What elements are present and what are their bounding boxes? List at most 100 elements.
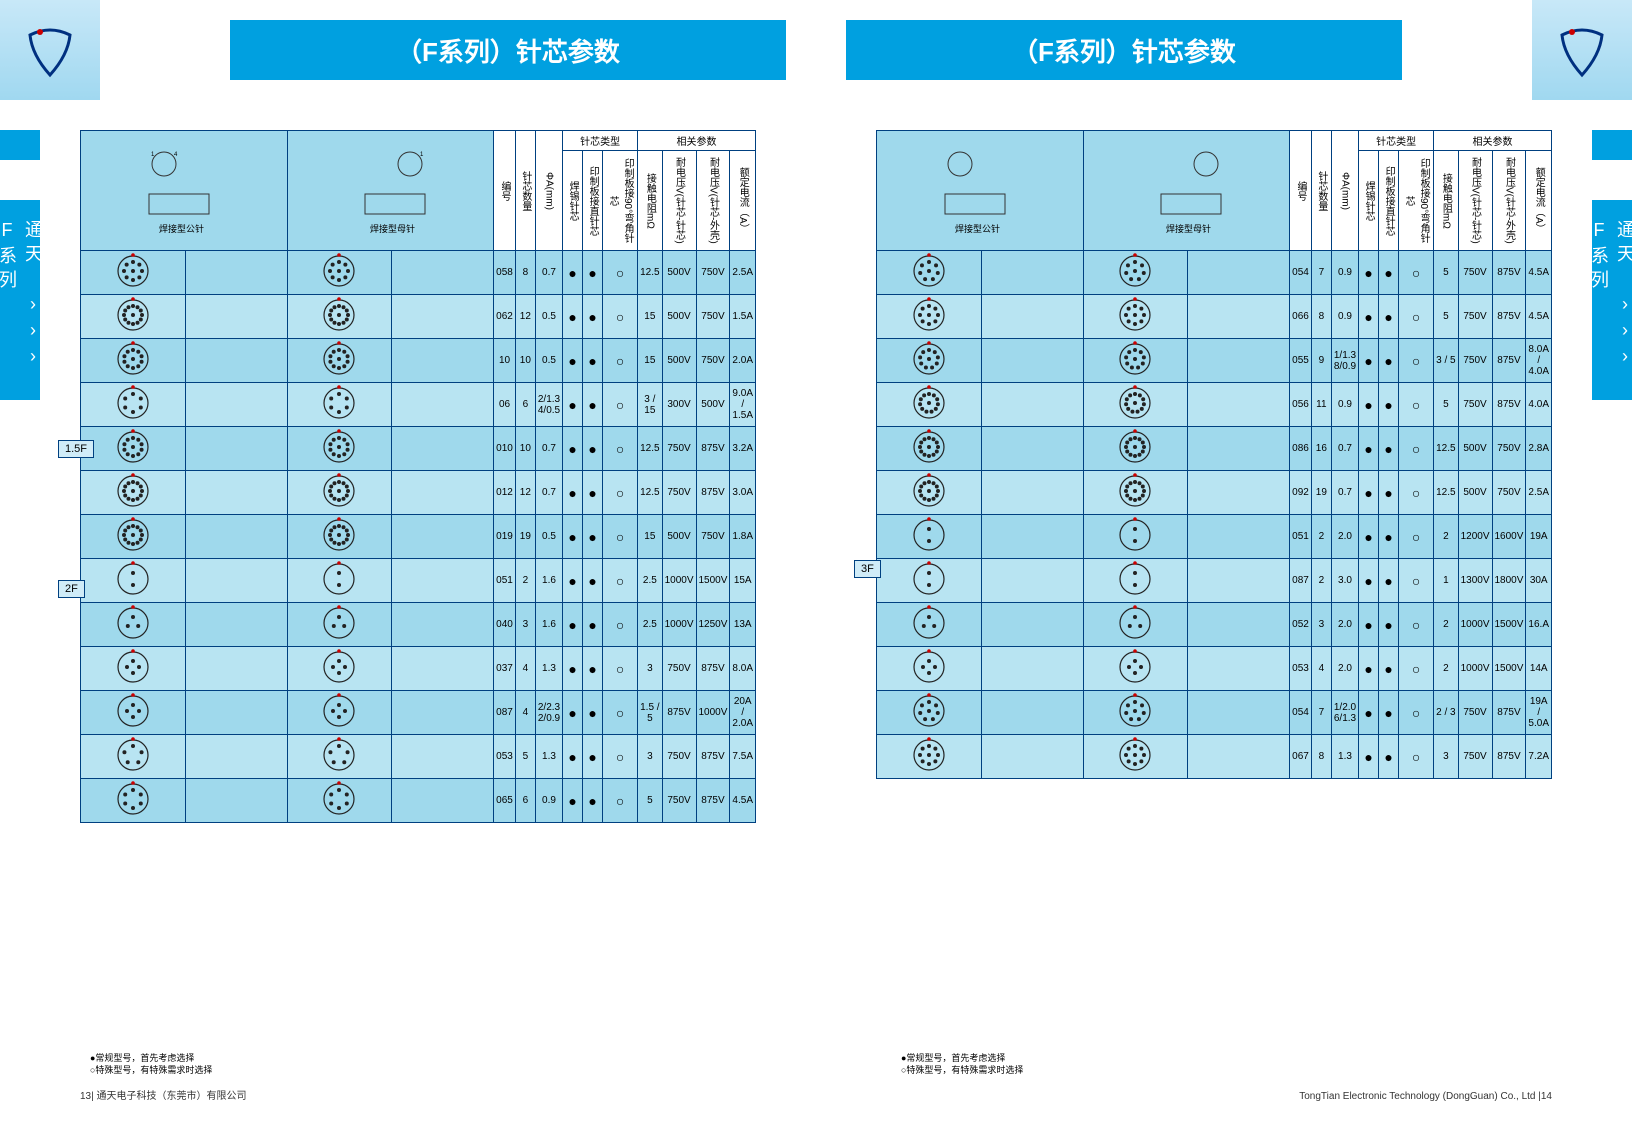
cell-p1: 12.5 [1434,427,1458,471]
cell-p4: 7.2A [1526,735,1552,779]
conn-icon [81,691,186,735]
cell-p1: 3 / 15 [638,383,662,427]
cell-p3: 875V [1492,735,1526,779]
cell-dia: 0.9 [1331,383,1358,427]
cell-t3: ○ [603,515,638,559]
spec-table-left: 14焊接型公针 1焊接型母针 编号 针芯数量 ΦA(mm) 针芯类型 相关参数 … [80,130,756,823]
conn-icon [392,251,494,295]
top-bar-right: （F系列）针芯参数 [816,0,1632,100]
side-stub-right [1592,130,1632,160]
cell-p2: 500V [1458,471,1492,515]
cell-model: 012 [494,471,516,515]
cell-t2: ● [583,559,603,603]
cell-t1: ● [563,779,583,823]
cell-pins: 10 [515,339,535,383]
cell-t1: ● [563,691,583,735]
cell-p2: 750V [1458,339,1492,383]
cell-p4: 4.5A [1526,251,1552,295]
conn-icon [287,559,392,603]
cell-p4: 19A / 5.0A [1526,691,1552,735]
cell-p1: 1 [1434,559,1458,603]
cell-t1: ● [563,383,583,427]
cell-model: 087 [1290,559,1312,603]
cell-p1: 3 [638,735,662,779]
conn-icon [287,647,392,691]
table-row: 053 5 1.3 ● ● ○ 3 750V 875V 7.5A [81,735,756,779]
cell-t1: ● [563,427,583,471]
cell-t2: ● [1379,559,1399,603]
conn-icon [287,295,392,339]
cell-p4: 3.0A [730,471,756,515]
cell-t3: ○ [603,251,638,295]
cell-t1: ● [1359,603,1379,647]
cell-p3: 875V [1492,691,1526,735]
col-p3: 耐电压V(针芯-外壳) [696,151,730,251]
cell-t2: ● [1379,691,1399,735]
cell-p3: 1000V [696,691,730,735]
cell-pins: 5 [515,735,535,779]
conn-icon [1188,471,1290,515]
cell-pins: 6 [515,383,535,427]
cell-model: 065 [494,779,516,823]
cell-t1: ● [563,603,583,647]
col-dia: ΦA(mm) [535,131,562,251]
cell-dia: 1.6 [535,603,562,647]
conn-icon [981,603,1083,647]
hdr-img2r: 焊接型母针 [1083,131,1290,251]
footer-left: 13| 通天电子科技（东莞市）有限公司 [80,1087,247,1102]
conn-icon [981,295,1083,339]
table-row: 052 3 2.0 ● ● ○ 2 1000V 1500V 16.A [877,603,1552,647]
cell-model: 051 [1290,515,1312,559]
conn-icon [185,735,287,779]
cell-t2: ● [583,383,603,427]
cell-p4: 16.A [1526,603,1552,647]
cell-p1: 12.5 [1434,471,1458,515]
cell-pins: 3 [1311,603,1331,647]
table-row: 054 7 0.9 ● ● ○ 5 750V 875V 4.5A [877,251,1552,295]
cell-p3: 875V [1492,295,1526,339]
cell-model: 092 [1290,471,1312,515]
label-2f: 2F [58,580,85,598]
conn-icon [287,251,392,295]
legend-right: ●常规型号，首先考虑选择 ○特殊型号，有特殊需求时选择 [901,1052,1023,1077]
logo-right [1532,0,1632,100]
title-right: （F系列）针芯参数 [846,20,1402,80]
cell-t3: ○ [1399,559,1434,603]
cell-t1: ● [563,735,583,779]
cell-pins: 19 [1311,471,1331,515]
cell-p4: 9.0A / 1.5A [730,383,756,427]
cell-p2: 750V [1458,735,1492,779]
cell-model: 086 [1290,427,1312,471]
conn-icon [392,383,494,427]
cell-dia: 2.0 [1331,603,1358,647]
cell-t2: ● [1379,251,1399,295]
conn-icon [1083,295,1188,339]
cell-p1: 3 [1434,735,1458,779]
conn-icon [185,383,287,427]
table-row: 065 6 0.9 ● ● ○ 5 750V 875V 4.5A [81,779,756,823]
conn-icon [287,427,392,471]
conn-icon [81,779,186,823]
conn-icon [392,295,494,339]
table-row: 087 4 2/2.3 2/0.9 ● ● ○ 1.5 / 5 875V 100… [81,691,756,735]
cell-t2: ● [583,251,603,295]
col-t1: 焊锡针芯 [563,151,583,251]
conn-icon [981,339,1083,383]
cell-model: 053 [1290,647,1312,691]
cell-p4: 14A [1526,647,1552,691]
cell-t3: ○ [1399,603,1434,647]
cell-p3: 750V [1492,471,1526,515]
cell-p1: 15 [638,295,662,339]
cell-model: 062 [494,295,516,339]
cell-p2: 750V [662,471,696,515]
cell-p4: 1.5A [730,295,756,339]
table-row: 092 19 0.7 ● ● ○ 12.5 500V 750V 2.5A [877,471,1552,515]
cell-p2: 1200V [1458,515,1492,559]
cell-p1: 2.5 [638,603,662,647]
cell-p3: 875V [696,735,730,779]
conn-icon [1083,647,1188,691]
conn-icon [185,647,287,691]
conn-icon [1083,471,1188,515]
conn-icon [185,559,287,603]
conn-icon [981,735,1083,779]
